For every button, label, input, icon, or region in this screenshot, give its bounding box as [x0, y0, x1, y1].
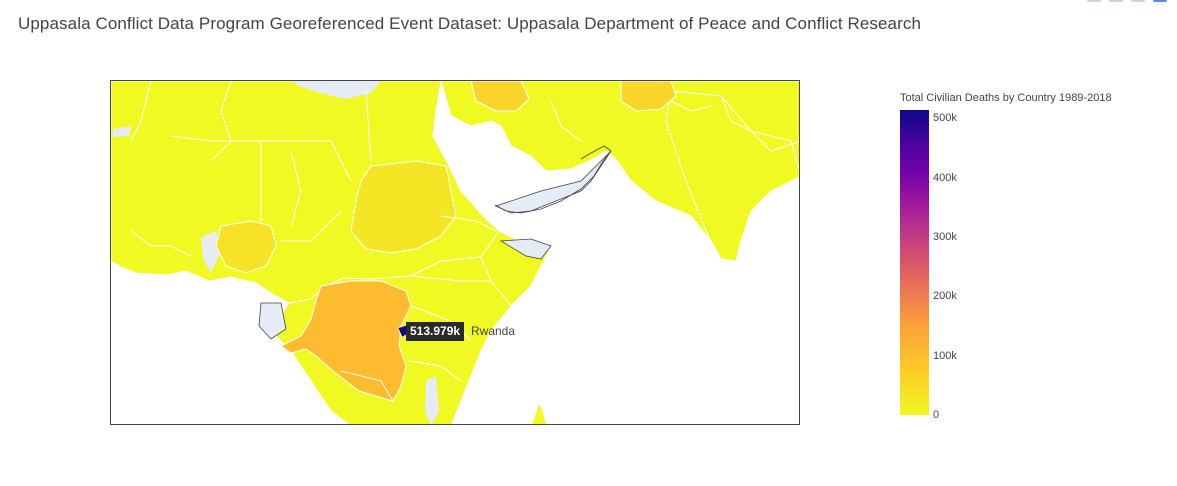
pan-icon[interactable]	[1131, 0, 1145, 2]
region-mediterranean-nodata	[291, 81, 381, 99]
colorbar	[900, 110, 929, 415]
country-borders	[130, 81, 799, 402]
country-afghanistan	[620, 81, 677, 112]
hover-tooltip-country: Rwanda	[471, 324, 516, 338]
hover-tooltip-value: 513.979k	[406, 322, 465, 341]
colorbar-title: Total Civilian Deaths by Country 1989-20…	[900, 92, 1112, 104]
country-iraq	[470, 81, 530, 112]
no-data-countries	[113, 81, 612, 424]
camera-icon[interactable]	[1087, 0, 1101, 2]
modebar[interactable]	[1087, 0, 1167, 2]
highlighted-countries	[215, 81, 677, 402]
choropleth-map[interactable]	[110, 80, 800, 425]
colorbar-tick-label: 200k	[933, 290, 957, 303]
colorbar-tick-label: 500k	[933, 112, 957, 125]
zoom-icon[interactable]	[1109, 0, 1123, 2]
home-icon[interactable]	[1153, 0, 1167, 2]
country-nigeria	[215, 220, 277, 274]
region-north-nodata	[113, 126, 131, 137]
coastline	[494, 145, 612, 214]
region-gabon-nodata	[258, 302, 287, 340]
country-dr-congo	[280, 280, 412, 402]
colorbar-tick-label: 300k	[933, 230, 957, 243]
colorbar-tick-label: 0	[933, 409, 940, 421]
country-madagascar	[531, 401, 547, 424]
region-arabia-nodata	[494, 150, 612, 214]
region-malawi-nodata	[425, 376, 439, 424]
region-west-nodata	[201, 231, 221, 273]
region-somalia-nodata	[499, 238, 552, 260]
colorbar-tick-label: 400k	[933, 171, 957, 184]
country-sudan	[350, 160, 457, 254]
page-title: Uppasala Conflict Data Program Georefere…	[18, 14, 922, 33]
country-india	[665, 90, 799, 262]
colorbar-tick-label: 100k	[933, 349, 957, 362]
